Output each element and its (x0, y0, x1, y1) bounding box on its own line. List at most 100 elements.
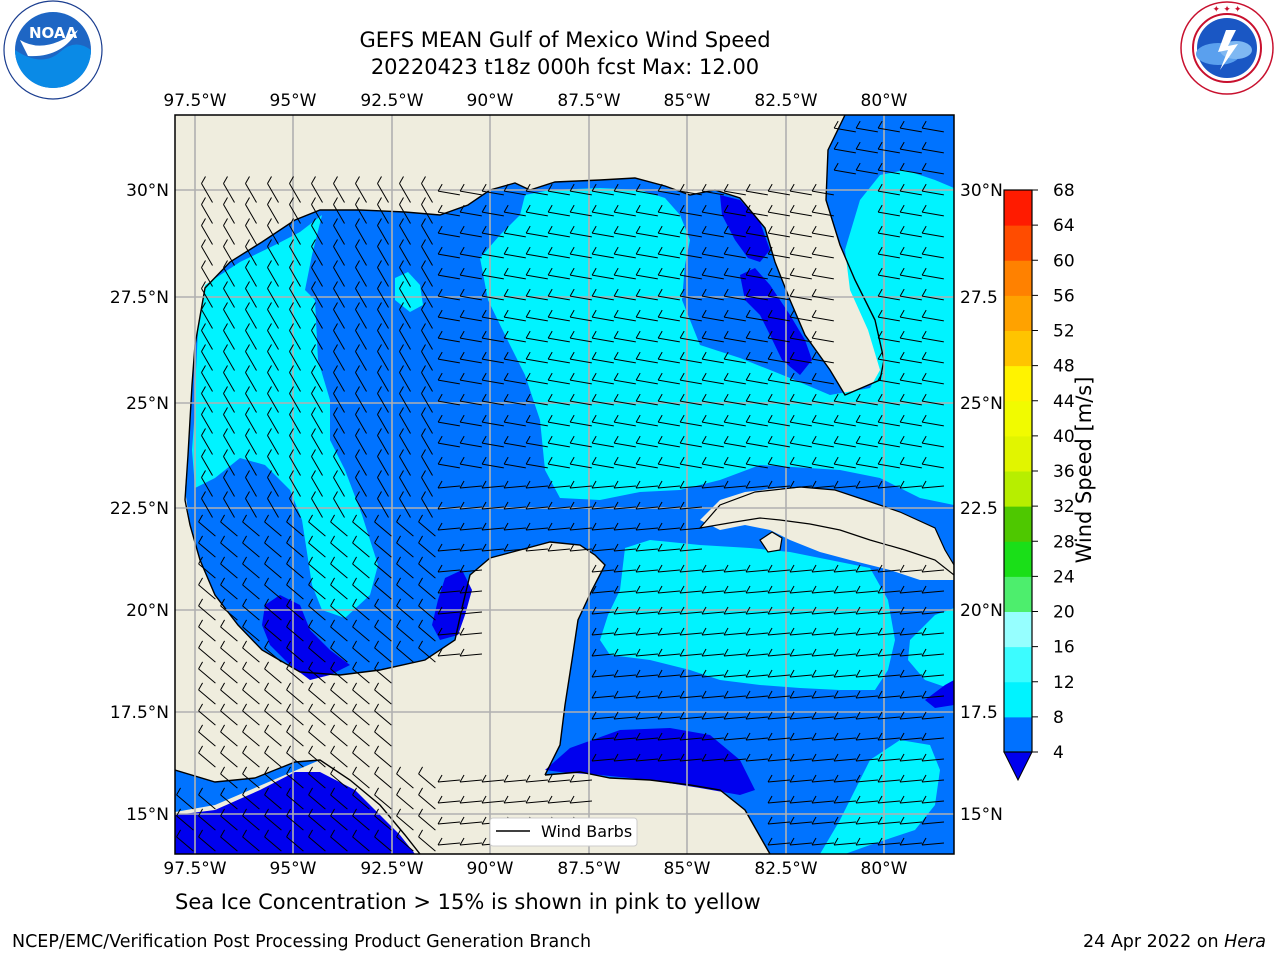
wind-barb (267, 176, 279, 203)
wind-barb (308, 661, 326, 684)
chart-title: GEFS MEAN Gulf of Mexico Wind Speed (359, 28, 771, 52)
wind-barb (789, 564, 813, 573)
wind-barb (811, 732, 835, 741)
wind-barb (267, 218, 279, 245)
wind-barb (267, 302, 279, 329)
wind-barb (176, 808, 194, 831)
wind-barb (569, 183, 592, 196)
wind-barb (289, 197, 301, 224)
wind-barb (459, 543, 483, 552)
wind-barb (789, 774, 813, 783)
wind-barb (921, 141, 944, 154)
wind-barb (308, 619, 326, 642)
wind-barb (767, 288, 790, 301)
wind-barb (437, 330, 460, 343)
wind-barb (377, 302, 389, 329)
wind-barb (547, 246, 570, 259)
wind-barb (789, 606, 813, 615)
wind-barb (613, 435, 636, 448)
wind-barb (811, 435, 834, 448)
wind-barb (242, 661, 260, 684)
wind-barb (289, 344, 301, 371)
wind-barb (459, 183, 482, 196)
wind-barb (591, 753, 615, 762)
lon-label-bottom: 87.5°W (557, 859, 620, 879)
wind-barb (833, 732, 857, 741)
lon-label-top: 92.5°W (360, 91, 423, 111)
wind-barb (418, 556, 436, 579)
wind-barb (679, 330, 702, 343)
wind-barb (396, 808, 414, 831)
wind-barb (657, 456, 680, 469)
wind-barb (921, 204, 944, 217)
wind-barb (921, 606, 945, 615)
lat-label-left: 17.5°N (110, 703, 169, 723)
wind-barb (355, 491, 367, 518)
wind-barb (525, 414, 548, 427)
wind-barb (701, 585, 725, 594)
wind-barb (767, 330, 790, 343)
wind-barb (333, 344, 345, 371)
wind-barb (198, 682, 216, 705)
wind-barb (330, 829, 348, 852)
wind-barb (613, 606, 637, 615)
wind-barb (198, 724, 216, 747)
wind-barb (569, 522, 593, 531)
wind-barb (547, 480, 571, 489)
wind-barb (613, 330, 636, 343)
wind-barb (399, 449, 411, 476)
wind-barb (421, 470, 433, 497)
isle-of-youth (759, 531, 783, 553)
wind-barb (220, 619, 238, 642)
wind-barb (245, 260, 257, 287)
wind-barb (899, 309, 922, 322)
wind-barb (459, 795, 483, 804)
wind-barb (877, 393, 900, 406)
wind-barb (437, 816, 461, 825)
wind-barb (635, 627, 659, 636)
wind-barb (220, 829, 238, 852)
wind-barb (437, 372, 460, 385)
wind-barb (333, 470, 345, 497)
wind-barb (591, 267, 614, 280)
wind-barb (745, 330, 768, 343)
wind-barb (223, 323, 235, 350)
wind-barb (355, 176, 367, 203)
wind-barb (591, 288, 614, 301)
wind-barb (459, 774, 483, 783)
wind-barb (333, 491, 345, 518)
wind-barb (223, 407, 235, 434)
wind-barb (352, 787, 370, 810)
wind-barb (613, 501, 637, 510)
wind-barb (877, 246, 900, 259)
wind-barb (289, 365, 301, 392)
wind-barb (635, 480, 659, 489)
wind-barb (242, 724, 260, 747)
wind-barb (811, 309, 834, 322)
wind-barb (899, 669, 923, 678)
wind-barb (352, 724, 370, 747)
wind-barb (613, 690, 637, 699)
wind-barb (613, 351, 636, 364)
wind-barb (437, 564, 461, 573)
wind-barb (437, 225, 460, 238)
wind-barb (833, 162, 856, 175)
wind-barb (855, 606, 879, 615)
wind-barb (223, 386, 235, 413)
wind-barb (459, 501, 483, 510)
wind-barb (591, 501, 615, 510)
wind-barb (437, 648, 461, 657)
wind-barb (569, 435, 592, 448)
wind-barb (333, 365, 345, 392)
wind-barb (547, 204, 570, 217)
wind-barb (286, 556, 304, 579)
wind-barb (311, 449, 323, 476)
wind-barb (767, 774, 791, 783)
wind-barb (635, 267, 658, 280)
wind-barb (679, 522, 703, 531)
wind-barb (264, 703, 282, 726)
wind-barb (220, 787, 238, 810)
lat-label-right: 15°N (960, 805, 1003, 825)
footer-machine: Hera (1224, 932, 1266, 952)
wind-barb (459, 330, 482, 343)
